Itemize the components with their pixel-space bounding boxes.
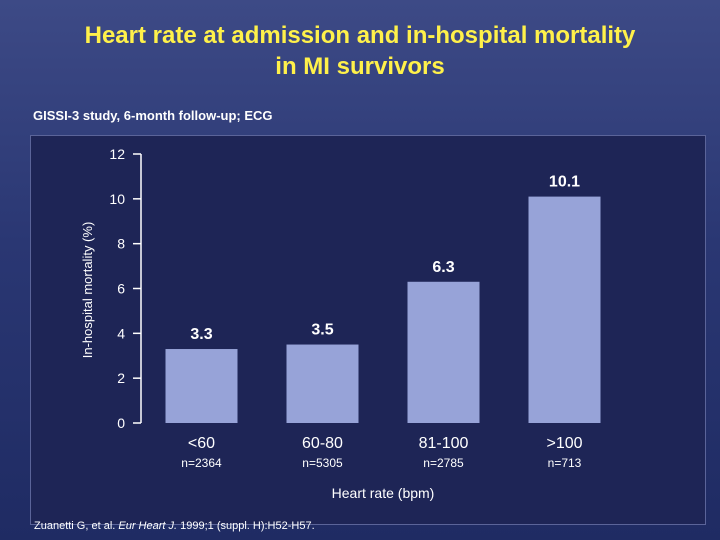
x-category-label: >100 xyxy=(546,435,582,452)
sample-size-label: n=5305 xyxy=(302,456,343,470)
slide-title-line-1: Heart rate at admission and in-hospital … xyxy=(84,22,636,49)
y-tick-label: 10 xyxy=(109,191,125,207)
bar xyxy=(407,281,480,423)
y-tick-label: 6 xyxy=(117,281,125,297)
bar xyxy=(528,196,601,423)
x-category-label: 81-100 xyxy=(419,435,469,452)
bar xyxy=(286,344,359,423)
data-label: 3.3 xyxy=(190,326,212,343)
data-label: 6.3 xyxy=(432,259,454,276)
sample-size-label: n=2785 xyxy=(423,456,464,470)
bar xyxy=(165,349,238,423)
sample-size-label: n=713 xyxy=(548,456,582,470)
chart-panel: 0 2 4 6 8 10 12 In-hospital mortality (%) 3.3 <60… xyxy=(30,135,706,525)
bar-chart: 0 2 4 6 8 10 12 In-hospital mortality (%) 3.3 <60… xyxy=(80,146,601,501)
x-axis-label: Heart rate (bpm) xyxy=(332,485,435,501)
data-label: 10.1 xyxy=(549,174,580,191)
citation-journal: Eur Heart J. xyxy=(118,520,178,532)
slide-subtitle: GISSI-3 study, 6-month follow-up; ECG xyxy=(33,108,273,123)
sample-size-label: n=2364 xyxy=(181,456,222,470)
citation: Zuanetti G, et al. Eur Heart J. 1999;1 (… xyxy=(34,520,315,532)
y-tick-label: 2 xyxy=(117,370,125,386)
citation-details: 1999;1 (suppl. H):H52-H57. xyxy=(177,520,315,532)
slide-title-line-2: in MI survivors xyxy=(275,53,445,80)
data-label: 3.5 xyxy=(311,322,333,339)
x-category-label: 60-80 xyxy=(302,435,343,452)
y-tick-label: 0 xyxy=(117,415,125,431)
y-tick-label: 4 xyxy=(117,325,125,341)
citation-authors: Zuanetti G, et al. xyxy=(34,520,119,532)
y-tick-label: 8 xyxy=(117,236,125,252)
x-category-label: <60 xyxy=(188,435,215,452)
y-tick-label: 12 xyxy=(109,146,125,162)
slide-title: Heart rate at admission and in-hospital … xyxy=(20,20,700,82)
y-axis-label: In-hospital mortality (%) xyxy=(80,222,95,359)
